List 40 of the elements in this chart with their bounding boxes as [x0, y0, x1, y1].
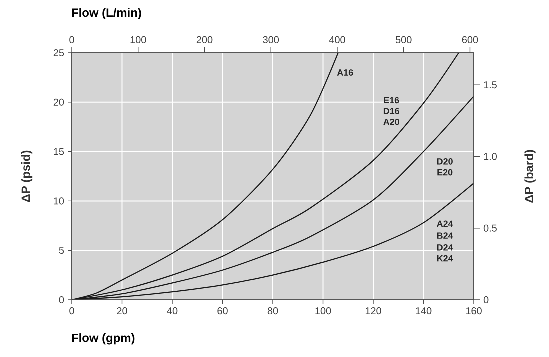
x-tick-label: 60	[218, 308, 228, 315]
x2-tick-label: 300	[263, 36, 280, 44]
x-tick-label: 20	[117, 308, 128, 315]
annotation: D24	[437, 244, 454, 251]
annotation: A20	[384, 118, 400, 126]
annotation: A16	[337, 70, 354, 76]
x-tick-label: 140	[416, 308, 432, 315]
x2-tick-label: 200	[196, 36, 213, 44]
y2-axis-title: ΔP (bard)	[524, 150, 536, 203]
annotation: D16	[384, 108, 400, 114]
x-tick-label: 120	[366, 308, 382, 315]
y-tick-label: 20	[54, 98, 64, 106]
y2-tick-label: 0	[484, 296, 489, 304]
annotation: D20	[437, 158, 453, 165]
x2-tick-label: 0	[70, 36, 74, 44]
annotation: A24	[437, 220, 454, 228]
y2-tick-label: 1.5	[484, 82, 497, 89]
y-tick-label: 0	[59, 296, 64, 304]
x-tick-label: 80	[268, 308, 278, 315]
x-axis-title: Flow (gpm)	[72, 334, 135, 345]
x-tick-label: 40	[167, 308, 178, 315]
y-axis-title: ΔP (psid)	[21, 150, 33, 202]
x2-tick-label: 600	[462, 36, 478, 44]
y2-tick-label: 1.0	[484, 153, 497, 160]
annotation: B24	[437, 232, 454, 239]
annotation: K24	[437, 255, 454, 262]
y-tick-label: 5	[59, 247, 64, 254]
annotation: E16	[384, 97, 400, 104]
x-tick-label: 0	[70, 308, 74, 315]
y-tick-label: 10	[54, 198, 64, 205]
x-tick-label: 100	[316, 308, 332, 315]
y2-tick-label: 0.5	[484, 224, 497, 232]
y-tick-label: 15	[54, 148, 64, 156]
x2-axis-title: Flow (L/min)	[72, 8, 142, 20]
y-tick-label: 25	[54, 49, 64, 57]
x2-tick-label: 500	[396, 36, 412, 44]
x-tick-label: 160	[466, 308, 482, 315]
x2-tick-label: 400	[329, 36, 346, 44]
x2-tick-label: 100	[130, 36, 146, 44]
annotation: E20	[438, 169, 453, 176]
